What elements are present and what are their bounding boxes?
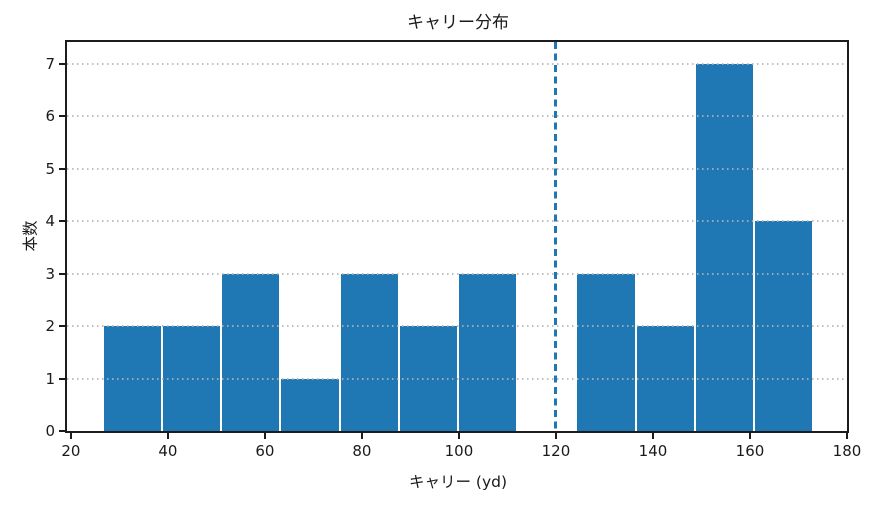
- y-tick-label: 7: [45, 55, 55, 74]
- x-tick-label: 40: [158, 442, 178, 460]
- y-tick-mark: [59, 220, 65, 223]
- histogram-bar: [339, 273, 399, 431]
- x-tick-label: 60: [255, 442, 275, 460]
- y-tick-label: 6: [45, 107, 55, 126]
- histogram-bar: [457, 273, 518, 431]
- histogram-bar: [576, 273, 636, 431]
- x-tick-mark: [651, 433, 654, 439]
- gridline: [67, 377, 847, 380]
- y-tick-label: 1: [45, 369, 55, 388]
- chart-title: キャリー分布: [407, 13, 509, 33]
- x-tick-mark: [263, 433, 266, 439]
- y-tick-label: 4: [45, 212, 55, 231]
- y-tick-mark: [59, 272, 65, 275]
- histogram-bar: [221, 273, 281, 431]
- y-axis-label: 本数: [21, 220, 40, 252]
- x-tick-label: 160: [735, 442, 765, 460]
- histogram-bar: [280, 378, 340, 431]
- x-tick-label: 100: [444, 442, 474, 460]
- y-tick-mark: [59, 377, 65, 380]
- y-tick-label: 2: [45, 317, 55, 336]
- y-tick-mark: [59, 63, 65, 66]
- histogram-bar: [694, 64, 754, 431]
- y-tick-label: 0: [45, 422, 55, 440]
- x-tick-label: 120: [541, 442, 571, 460]
- y-tick-mark: [59, 325, 65, 328]
- x-tick-mark: [554, 433, 557, 439]
- y-tick-label: 5: [45, 159, 55, 178]
- gridline: [67, 63, 847, 66]
- x-tick-label: 80: [352, 442, 372, 460]
- x-tick-mark: [457, 433, 460, 439]
- gridline: [67, 220, 847, 223]
- x-tick-mark: [360, 433, 363, 439]
- gridline: [67, 167, 847, 170]
- y-tick-mark: [59, 115, 65, 118]
- x-tick-mark: [846, 433, 848, 439]
- x-tick-label: 20: [61, 442, 81, 460]
- x-tick-label: 140: [638, 442, 668, 460]
- x-tick-label: 180: [832, 442, 862, 460]
- x-tick-mark: [69, 433, 72, 439]
- x-tick-mark: [748, 433, 751, 439]
- y-tick-mark: [59, 167, 65, 170]
- x-axis-label: キャリー (yd): [408, 473, 508, 491]
- x-tick-mark: [166, 433, 169, 439]
- gridline: [67, 115, 847, 118]
- gridline: [67, 272, 847, 275]
- y-tick-mark: [59, 430, 65, 432]
- gridline: [67, 325, 847, 328]
- dashed-reference-line: [554, 42, 558, 431]
- y-tick-label: 3: [45, 264, 55, 283]
- plot-area: 20 40 60 80 100 120 140 160 180 0 1 2 3 4 5 6 7: [45, 40, 861, 460]
